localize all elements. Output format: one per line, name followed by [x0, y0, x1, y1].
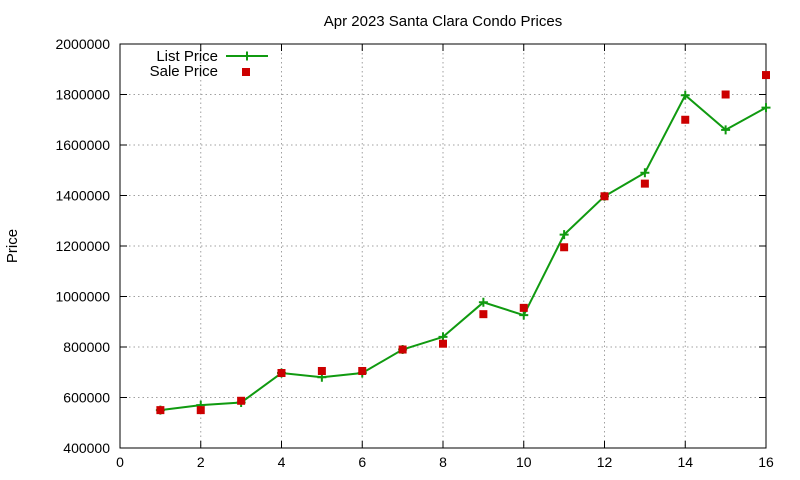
- series-layer: [155, 71, 771, 415]
- sale-price-point: [317, 366, 326, 375]
- sale-price-point: [721, 90, 730, 99]
- legend: List Price Sale Price: [150, 48, 268, 80]
- sale-price-point: [519, 303, 528, 312]
- y-tick-label: 1000000: [55, 289, 110, 305]
- sale-price-point: [196, 406, 205, 415]
- list-price-point: [478, 297, 488, 307]
- axis-ticks: 400000 600000 800000 1000000 1200000 1400000 1…: [55, 36, 774, 470]
- sale-price-point: [479, 310, 488, 319]
- list-price-point: [680, 90, 690, 100]
- y-tick-label: 400000: [63, 440, 110, 456]
- x-tick-label: 6: [358, 454, 366, 470]
- sale-price-point: [237, 396, 246, 405]
- y-tick-label: 1200000: [55, 238, 110, 254]
- list-price-point: [640, 168, 650, 178]
- legend-swatch-sale-price: [242, 68, 250, 76]
- legend-swatch-list-price: [226, 51, 268, 61]
- list-price-point: [721, 125, 731, 135]
- x-tick-label: 12: [597, 454, 613, 470]
- series-sale-price: [156, 71, 770, 415]
- x-tick-label: 16: [758, 454, 774, 470]
- sale-price-point: [762, 71, 770, 80]
- x-tick-label: 14: [677, 454, 693, 470]
- sale-price-point: [600, 192, 609, 201]
- x-tick-label: 2: [197, 454, 205, 470]
- list-price-point: [761, 103, 771, 113]
- sale-price-point: [560, 243, 569, 252]
- legend-label-sale-price: Sale Price: [150, 63, 218, 80]
- sale-price-point: [358, 366, 367, 375]
- series-list-price: [155, 90, 771, 415]
- legend-marker-sale-price: [242, 68, 250, 76]
- y-axis-label: Price: [4, 229, 21, 263]
- y-tick-label: 1800000: [55, 87, 110, 103]
- sale-price-point: [277, 369, 286, 378]
- x-tick-label: 4: [278, 454, 286, 470]
- x-tick-label: 10: [516, 454, 532, 470]
- sale-price-point: [439, 339, 447, 348]
- sale-price-point: [681, 115, 690, 124]
- list-price-point: [519, 310, 529, 320]
- legend-marker-list-price: [242, 51, 252, 61]
- sale-price-point: [398, 345, 407, 354]
- y-tick-label: 1600000: [55, 137, 110, 153]
- x-tick-label: 8: [439, 454, 447, 470]
- legend-label-list-price: List Price: [156, 48, 218, 65]
- list-price-line: [160, 93, 767, 412]
- y-tick-label: 800000: [63, 339, 110, 355]
- chart-title: Apr 2023 Santa Clara Condo Prices: [324, 13, 562, 30]
- y-tick-label: 600000: [63, 390, 110, 406]
- y-tick-label: 2000000: [55, 36, 110, 52]
- sale-price-point: [156, 406, 165, 415]
- list-price-point: [559, 230, 569, 240]
- y-tick-label: 1400000: [55, 188, 110, 204]
- grid-lines: [120, 44, 766, 448]
- x-tick-label: 0: [116, 454, 124, 470]
- sale-price-point: [640, 179, 649, 188]
